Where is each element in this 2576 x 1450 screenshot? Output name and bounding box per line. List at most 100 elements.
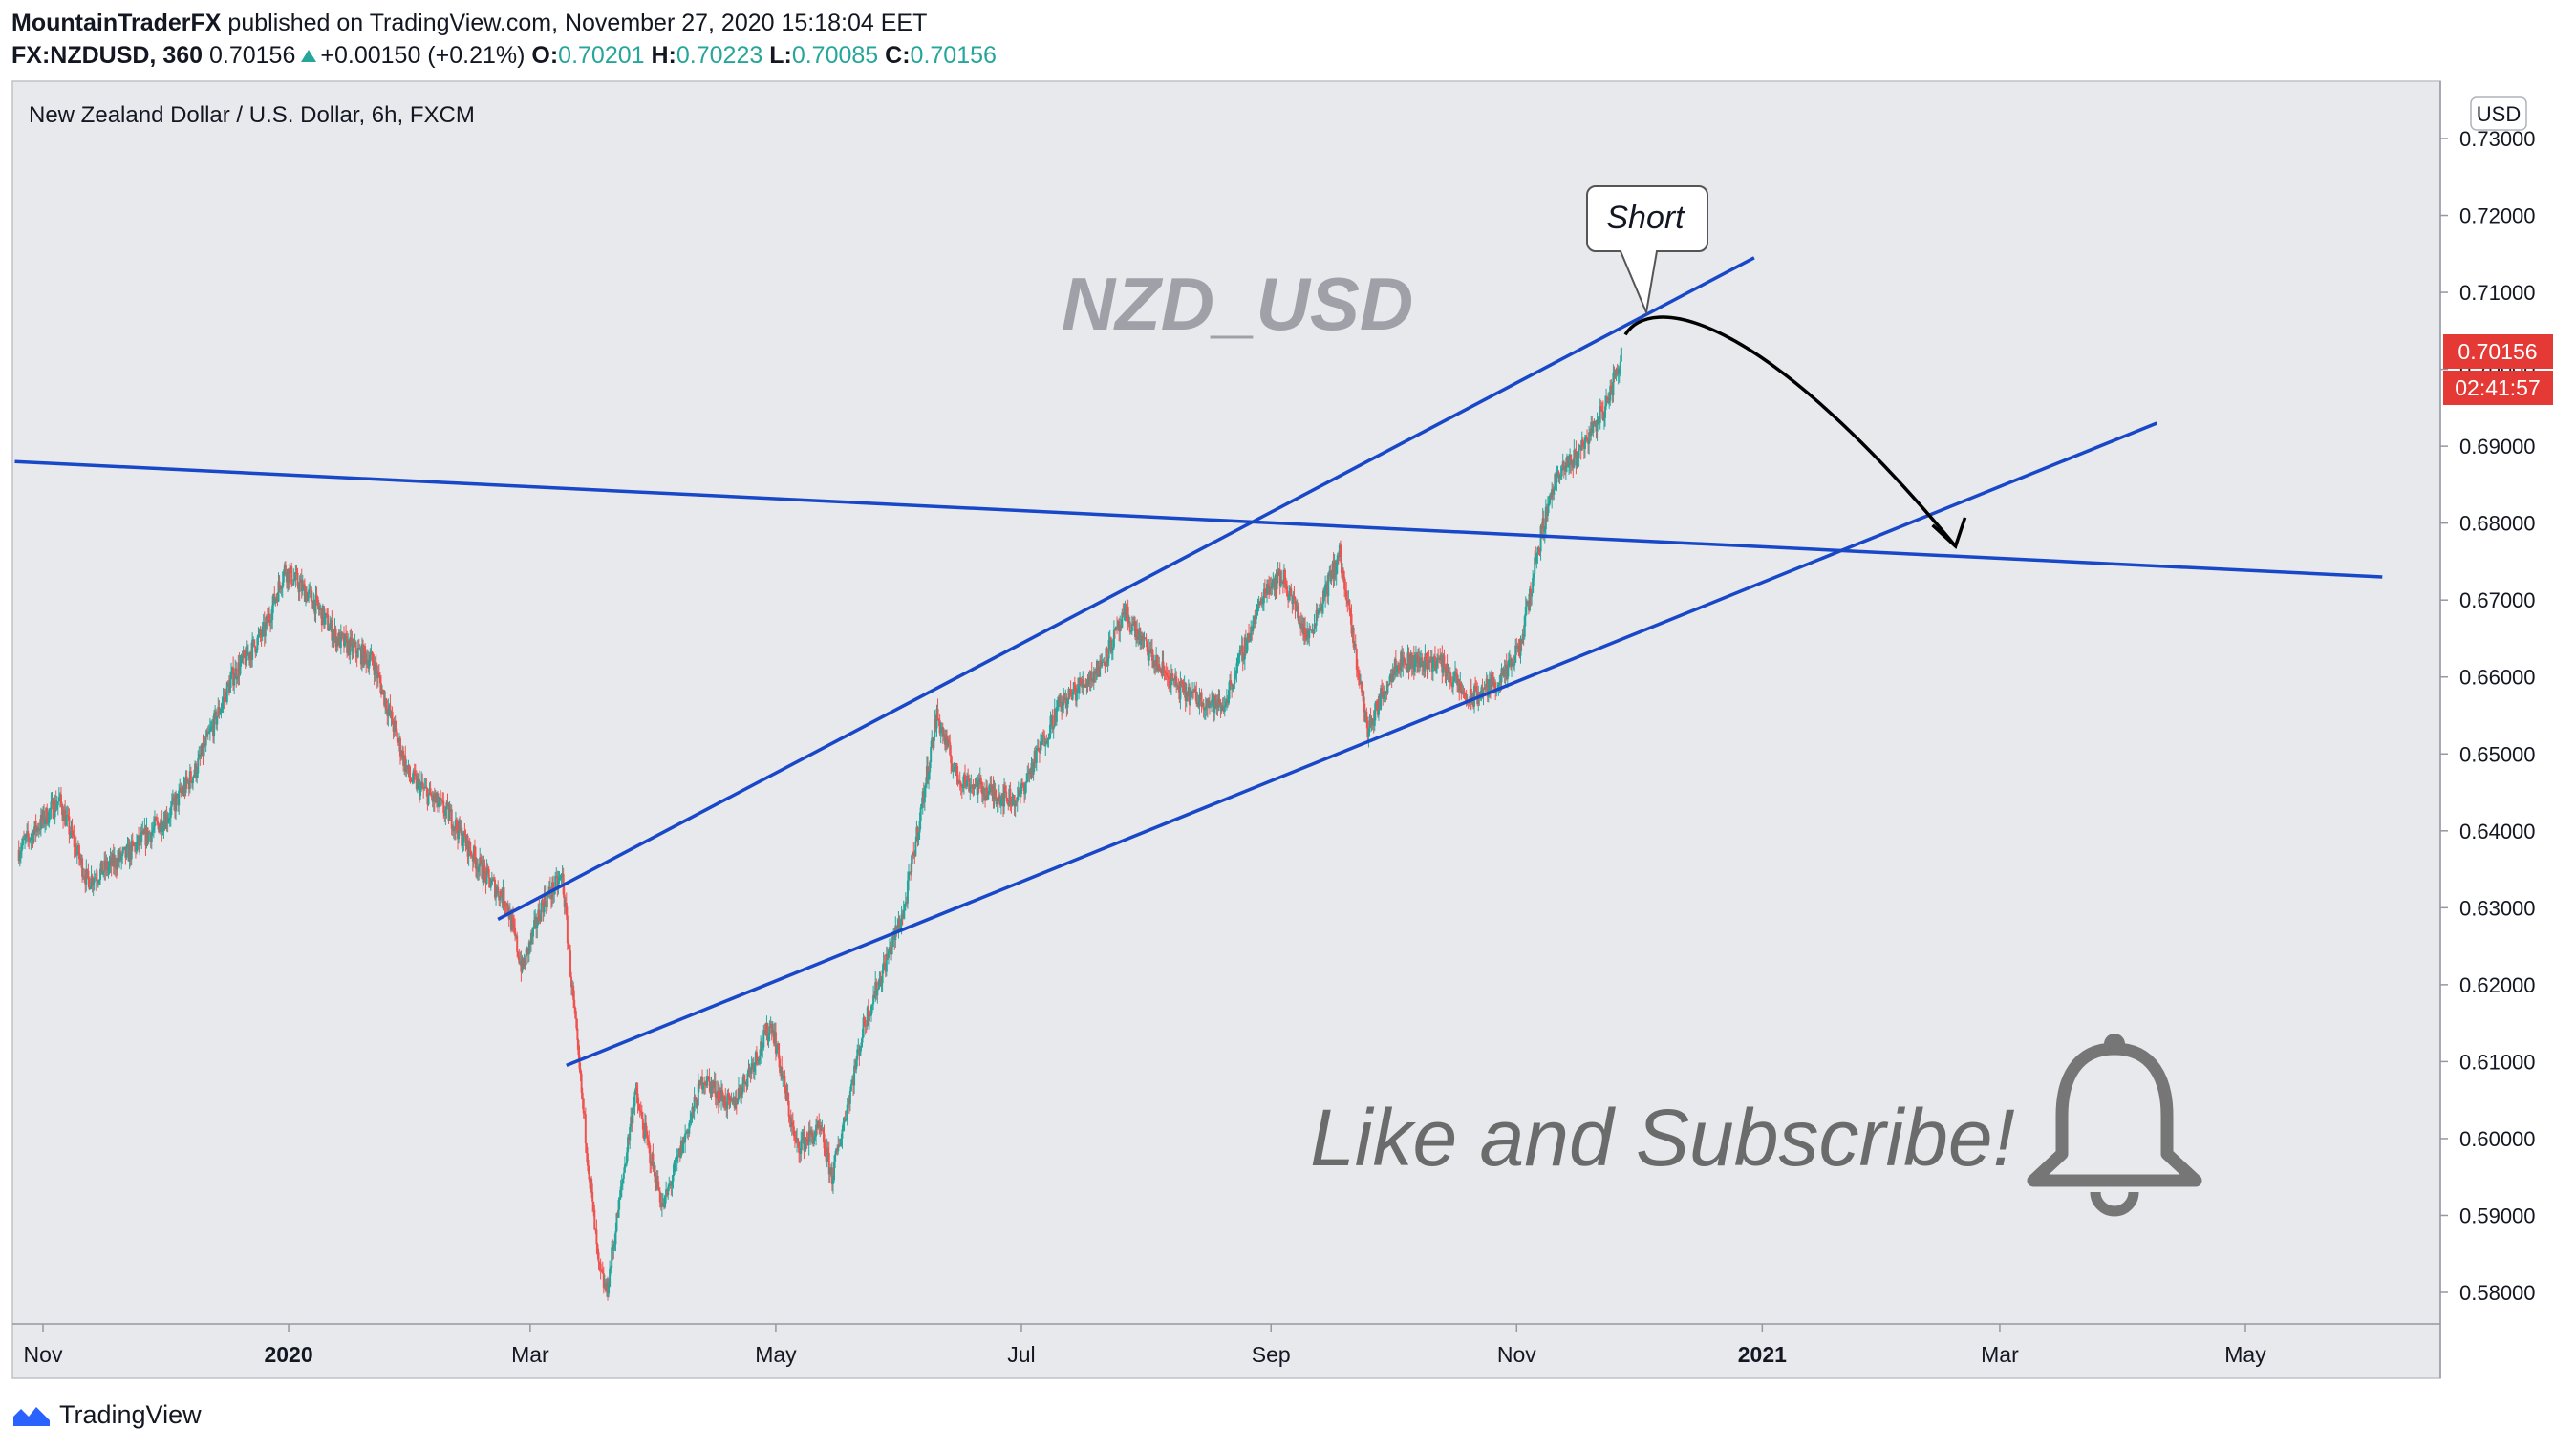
candle [408, 764, 411, 782]
candle [1144, 637, 1147, 640]
candle-body [811, 1137, 814, 1145]
candle [429, 781, 432, 796]
candle-body [99, 868, 102, 881]
candle-body [605, 1282, 608, 1291]
candle [164, 809, 167, 830]
candle-body [1067, 688, 1070, 699]
candle [744, 1080, 747, 1086]
candle [1137, 630, 1140, 647]
candle-body [365, 653, 368, 665]
candle-body [981, 787, 984, 795]
candle [1123, 603, 1126, 621]
candle [76, 840, 79, 855]
candle [873, 990, 876, 999]
candle-body [63, 809, 66, 821]
candle [161, 810, 163, 842]
candle-body [1429, 656, 1432, 662]
candle [327, 608, 330, 632]
candle [1118, 618, 1121, 642]
candle [1308, 623, 1311, 647]
candle-body [354, 641, 356, 646]
candle-body [973, 784, 976, 790]
candle-body [1303, 627, 1306, 635]
candle-body [533, 919, 536, 928]
bell-icon[interactable] [2027, 1034, 2202, 1217]
candle-body [34, 821, 37, 833]
candle-body [64, 809, 67, 826]
candle [405, 759, 408, 778]
candle [1483, 681, 1486, 691]
candle [178, 783, 181, 815]
price-axis[interactable]: 0.730000.720000.710000.700000.690000.680… [2440, 127, 2536, 1305]
candle [1015, 797, 1018, 807]
candle [1587, 439, 1590, 454]
candle [991, 783, 994, 802]
candle [407, 759, 410, 778]
candle [1196, 692, 1199, 708]
candle-body [1250, 626, 1253, 641]
candle-body [890, 947, 892, 955]
candle-body [803, 1132, 805, 1151]
candle [488, 877, 491, 888]
symbol-label[interactable]: FX:NZDUSD, 360 [11, 42, 204, 69]
candle-body [1146, 640, 1148, 652]
tradingview-footer[interactable]: TradingView [11, 1400, 202, 1430]
candle [1146, 640, 1148, 656]
candle [659, 1192, 662, 1211]
candle [195, 761, 198, 782]
candle [494, 877, 497, 901]
candle [784, 1070, 786, 1094]
candle [85, 859, 88, 892]
candle [1569, 448, 1572, 474]
candle-body [1498, 681, 1501, 685]
candle-body [371, 651, 374, 661]
candle-body [1072, 682, 1075, 692]
candle-body [853, 1065, 856, 1086]
candle-body [91, 875, 94, 885]
candle-body [28, 837, 31, 841]
candle-body [792, 1126, 795, 1137]
candle [375, 654, 377, 680]
short-callout[interactable]: Short [1586, 185, 1708, 316]
candle [319, 604, 322, 619]
candle [1573, 439, 1576, 469]
candle-body [1615, 368, 1618, 374]
candle-body [942, 734, 945, 737]
candle-body [1256, 608, 1258, 615]
candle-body [1336, 555, 1339, 564]
candle-body [1090, 671, 1093, 682]
candle [630, 1107, 633, 1132]
time-axis[interactable]: Nov 2020 Mar May Jul Sep Nov 2021 Mar May [24, 1324, 2267, 1367]
candle [1255, 607, 1257, 625]
candle-body [940, 726, 943, 730]
change-value: +0.00150 (+0.21%) [320, 42, 526, 69]
candle-body [612, 1247, 614, 1251]
candle-body [93, 877, 96, 883]
candle [89, 885, 92, 890]
candle-body [76, 844, 79, 853]
currency-label[interactable]: USD [2477, 102, 2521, 126]
candle-body [1435, 667, 1438, 671]
candle-body [401, 750, 404, 757]
candle [590, 1177, 592, 1193]
candle [584, 1107, 587, 1153]
candle-body [38, 828, 41, 830]
candle [524, 955, 526, 970]
candle [925, 756, 928, 789]
candle [179, 778, 182, 794]
candle [1597, 416, 1599, 425]
author-name[interactable]: MountainTraderFX [11, 10, 222, 36]
candle-body [291, 584, 294, 586]
candle-body [189, 771, 192, 781]
candle-body [1599, 406, 1602, 410]
candle [1063, 692, 1066, 704]
candle [639, 1101, 642, 1116]
candle [239, 654, 242, 676]
candle-body [658, 1191, 661, 1203]
candle-body [1465, 696, 1468, 701]
candle-body [995, 797, 998, 805]
candle [736, 1097, 739, 1105]
candle-body [1006, 797, 1009, 804]
currency-button[interactable] [2470, 96, 2527, 131]
